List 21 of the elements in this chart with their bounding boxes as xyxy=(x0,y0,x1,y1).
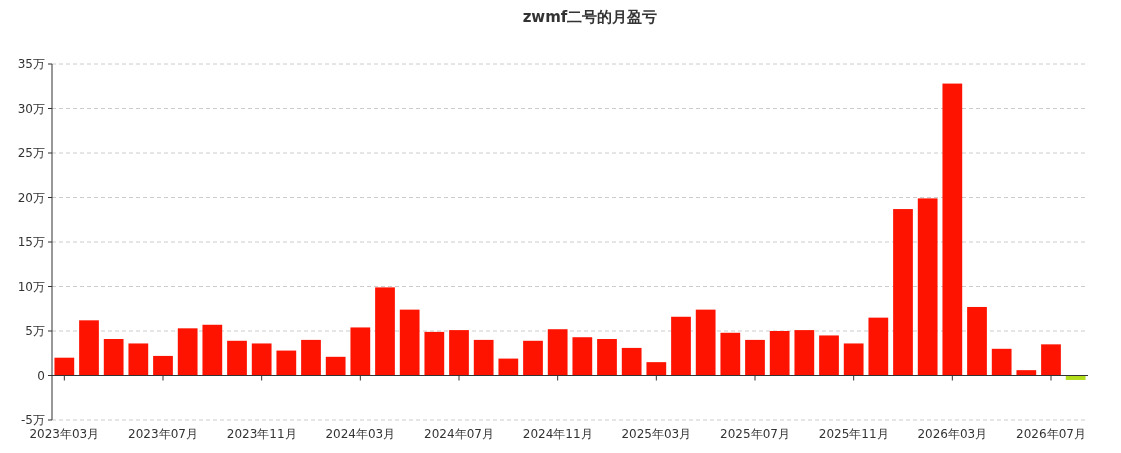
y-tick-label: -5万 xyxy=(21,413,45,427)
y-tick-label: 20万 xyxy=(17,190,45,205)
y-tick-label: 25万 xyxy=(17,146,45,160)
x-tick-label: 2025年07月 xyxy=(720,427,790,441)
x-tick-label: 2025年11月 xyxy=(818,427,889,441)
y-tick-label: 10万 xyxy=(17,279,45,294)
x-tick-label: 2023年07月 xyxy=(128,427,198,441)
y-tick-label: 15万 xyxy=(17,235,45,249)
x-tick-label: 2024年07月 xyxy=(424,427,494,441)
x-tick-label: 2023年11月 xyxy=(226,427,297,441)
x-tick-label: 2026年03月 xyxy=(917,427,988,441)
x-tick-label: 2025年03月 xyxy=(621,427,692,441)
y-tick-label: 5万 xyxy=(25,324,45,338)
x-tick-label: 2024年11月 xyxy=(522,427,593,441)
y-tick-label: 30万 xyxy=(17,101,45,116)
y-tick-label: 35万 xyxy=(17,57,45,71)
y-tick-label: 0 xyxy=(37,368,45,383)
title: zwmf二号的月盈亏 xyxy=(522,8,658,26)
x-tick-label: 2023年03月 xyxy=(29,427,100,441)
x-tick-label: 2026年07月 xyxy=(1016,427,1086,441)
x-tick-label: 2024年03月 xyxy=(325,427,396,441)
